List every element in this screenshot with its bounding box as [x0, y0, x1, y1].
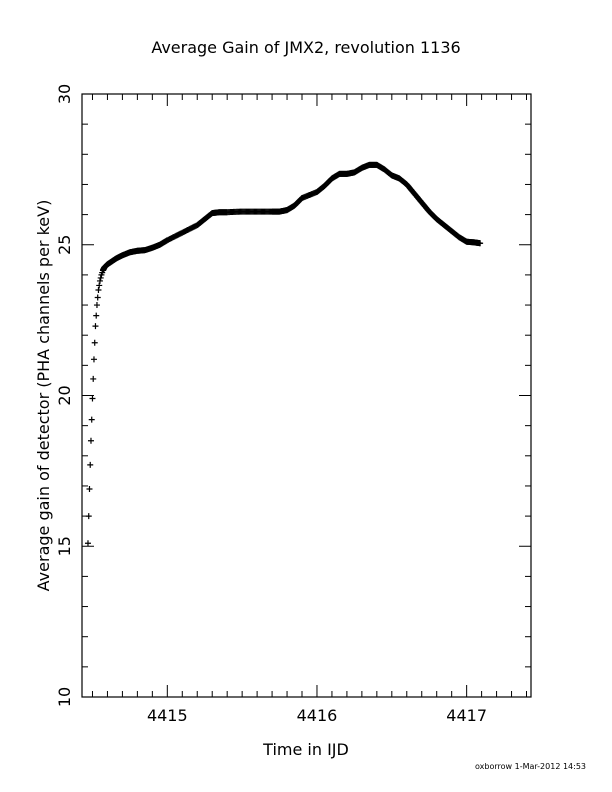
data-points-layer	[84, 161, 484, 547]
y-tick-label: 20	[55, 385, 74, 405]
data-point	[95, 286, 102, 293]
y-tick-label: 10	[55, 687, 74, 707]
data-point	[94, 294, 101, 301]
data-point	[96, 277, 103, 284]
plot-frame	[81, 93, 532, 698]
data-point	[477, 240, 484, 247]
data-point	[92, 323, 99, 330]
x-tick-label: 4416	[297, 706, 338, 725]
footer-credit: oxborrow 1-Mar-2012 14:53	[475, 762, 586, 771]
x-tick-label: 4417	[446, 706, 487, 725]
data-point	[91, 339, 98, 346]
y-axis-label: Average gain of detector (PHA channels p…	[34, 200, 53, 592]
data-point	[85, 513, 92, 520]
data-point	[93, 302, 100, 309]
data-point	[89, 395, 96, 402]
data-point	[84, 540, 91, 547]
data-point	[90, 356, 97, 363]
data-point	[93, 312, 100, 319]
data-point	[97, 274, 104, 281]
chart-title: Average Gain of JMX2, revolution 1136	[151, 38, 460, 57]
data-point	[90, 375, 97, 382]
data-point	[96, 282, 103, 289]
data-point	[87, 461, 94, 468]
tick-labels-layer: 4415 4416 4417 10 15 20 25 30	[55, 84, 487, 725]
x-axis-label: Time in IJD	[262, 740, 349, 759]
data-point	[87, 437, 94, 444]
y-tick-label: 15	[55, 536, 74, 556]
y-tick-label: 25	[55, 235, 74, 255]
data-point	[86, 485, 93, 492]
data-point	[88, 416, 95, 423]
ticks-layer	[82, 93, 531, 698]
y-tick-label: 30	[55, 84, 74, 104]
x-tick-label: 4415	[147, 706, 188, 725]
